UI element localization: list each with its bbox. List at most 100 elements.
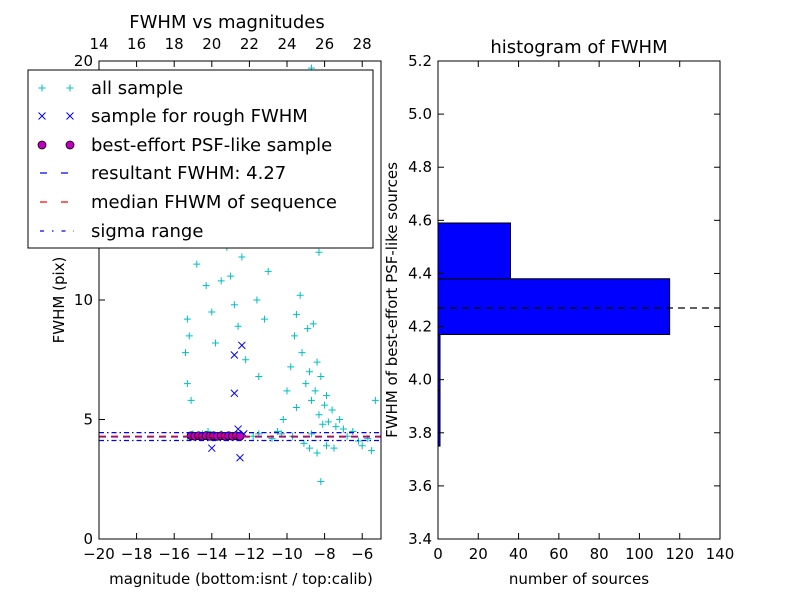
scatter-x-tick-label-0: −20 [83, 545, 115, 563]
histogram-frame [437, 60, 721, 540]
legend-box [27, 69, 374, 249]
histogram-x-tick-label-2: 40 [509, 545, 528, 563]
histogram-title: histogram of FWHM [490, 37, 667, 58]
scatter-point-s0-2 [185, 332, 193, 340]
histogram-x-tick-label-1: 20 [469, 545, 488, 563]
legend: all sample sample for rough FWHM best-ef… [27, 69, 374, 249]
histogram-y-tick-label-0: 3.4 [408, 530, 432, 548]
scatter-point-s0-37 [291, 332, 299, 340]
scatter-point-s0-0 [181, 349, 189, 357]
scatter-point-s0-48 [315, 411, 323, 419]
scatter-point-s0-40 [298, 349, 306, 357]
histogram-bar-2 [437, 278, 671, 336]
scatter-point-s0-18 [253, 296, 261, 304]
scatter-title: FWHM vs magnitudes [129, 12, 324, 33]
scatter-point-s0-38 [292, 310, 300, 318]
legend-label-resultant-fwhm: resultant FWHM: 4.27 [91, 163, 286, 184]
scatter-point-s1-4 [207, 444, 216, 453]
histogram-x-tick-label-5: 100 [625, 545, 654, 563]
histogram-y-tick-label-2: 3.8 [408, 424, 432, 442]
histogram-x-axis-label: number of sources [509, 570, 649, 588]
histogram-x-tick-label-7: 140 [706, 545, 735, 563]
scatter-x-tick-label-7: −6 [351, 545, 373, 563]
scatter-x-axis-label: magnitude (bottom:isnt / top:calib) [109, 570, 373, 588]
scatter-top-tick-label-3: 20 [202, 35, 221, 53]
histogram-y-tick-label-4: 4.2 [408, 318, 432, 336]
scatter-point-s1-1 [238, 341, 246, 350]
scatter-point-s0-46 [311, 387, 319, 395]
legend-markers [37, 84, 75, 232]
scatter-point-s0-45 [309, 320, 317, 328]
legend-marker-2-a [37, 140, 47, 150]
legend-marker-0-b [66, 84, 74, 92]
scatter-top-tick-label-2: 18 [165, 35, 184, 53]
scatter-y-tick-label-2: 10 [74, 291, 93, 309]
scatter-point-s0-84 [307, 430, 315, 438]
legend-label-rough-sample: sample for rough FWHM [91, 106, 308, 127]
scatter-point-s0-54 [328, 406, 336, 414]
legend-label-all-sample: all sample [91, 78, 183, 99]
scatter-x-tick-label-6: −8 [314, 545, 336, 563]
histogram-y-tick-label-1: 3.6 [408, 477, 432, 495]
legend-label-median-fwhm: median FHWM of sequence [91, 192, 337, 213]
scatter-y-tick-label-0: 0 [83, 530, 93, 548]
scatter-point-s0-20 [255, 372, 263, 380]
scatter-x-tick-label-2: −16 [158, 545, 190, 563]
legend-marker-1-a [38, 112, 46, 120]
histogram-y-tick-label-5: 4.4 [408, 264, 432, 282]
scatter-point-s0-41 [302, 380, 310, 388]
scatter-top-tick-label-4: 22 [240, 35, 259, 53]
scatter-y-tick-label-4: 20 [74, 52, 93, 70]
scatter-point-s0-57 [339, 425, 347, 433]
scatter-point-s0-5 [193, 260, 201, 268]
scatter-point-s0-61 [358, 442, 366, 450]
histogram-x-tick-label-4: 80 [590, 545, 609, 563]
histogram-y-tick-label-3: 4.0 [408, 371, 432, 389]
histogram-x-tick-label-0: 0 [433, 545, 443, 563]
scatter-x-tick-label-4: −12 [234, 545, 266, 563]
histogram-bar-3 [437, 222, 512, 280]
scatter-point-s0-42 [304, 325, 312, 333]
scatter-point-s0-74 [274, 427, 282, 435]
scatter-point-s0-21 [264, 267, 272, 275]
scatter-point-s0-36 [287, 363, 295, 371]
scatter-point-s0-1 [183, 380, 191, 388]
scatter-point-s0-69 [322, 442, 330, 450]
scatter-x-tick-label-5: −10 [271, 545, 303, 563]
scatter-point-s0-67 [313, 449, 321, 457]
scatter-point-s0-59 [349, 427, 357, 435]
scatter-point-s1-5 [236, 453, 244, 462]
scatter-top-tick-label-5: 24 [277, 35, 296, 53]
scatter-point-s0-52 [322, 392, 330, 400]
scatter-point-s0-56 [336, 416, 344, 423]
scatter-point-s0-10 [217, 277, 225, 285]
legend-marker-1-b [66, 112, 74, 120]
histogram-axes: 0 20 40 60 80 100 120 140 3.4 3.6 3.8 4.0 4.2 4.4 4.6 4… [408, 52, 734, 563]
legend-label-psf-sample: best-effort PSF-like sample [91, 135, 332, 156]
scatter-y-tick-label-1: 5 [83, 411, 93, 429]
scatter-point-s0-55 [332, 423, 340, 431]
scatter-point-s1-2 [230, 389, 239, 398]
scatter-point-s0-53 [324, 418, 332, 426]
scatter-point-s0-19 [260, 315, 268, 323]
legend-marker-2-b [65, 140, 75, 150]
scatter-point-s0-13 [230, 301, 238, 309]
legend-marker-0-a [38, 84, 46, 92]
scatter-point-s0-34 [279, 416, 287, 423]
histogram-bars [437, 222, 720, 447]
scatter-point-s0-44 [307, 396, 315, 404]
scatter-point-s0-79 [330, 444, 338, 452]
scatter-x-tick-label-1: −18 [121, 545, 153, 563]
scatter-top-tick-label-0: 14 [89, 35, 108, 53]
scatter-point-s0-43 [306, 368, 314, 376]
histogram-x-tick-label-3: 60 [549, 545, 568, 563]
scatter-point-s1-0 [230, 351, 239, 359]
scatter-point-s0-7 [202, 282, 210, 290]
scatter-point-s0-33 [315, 248, 323, 256]
scatter-point-s0-39 [296, 291, 304, 299]
histogram-y-tick-label-7: 4.8 [408, 158, 432, 176]
scatter-y-axis-label: FWHM (pix) [50, 257, 68, 344]
legend-label-sigma-range: sigma range [91, 221, 203, 242]
scatter-point-s0-83 [292, 404, 300, 412]
